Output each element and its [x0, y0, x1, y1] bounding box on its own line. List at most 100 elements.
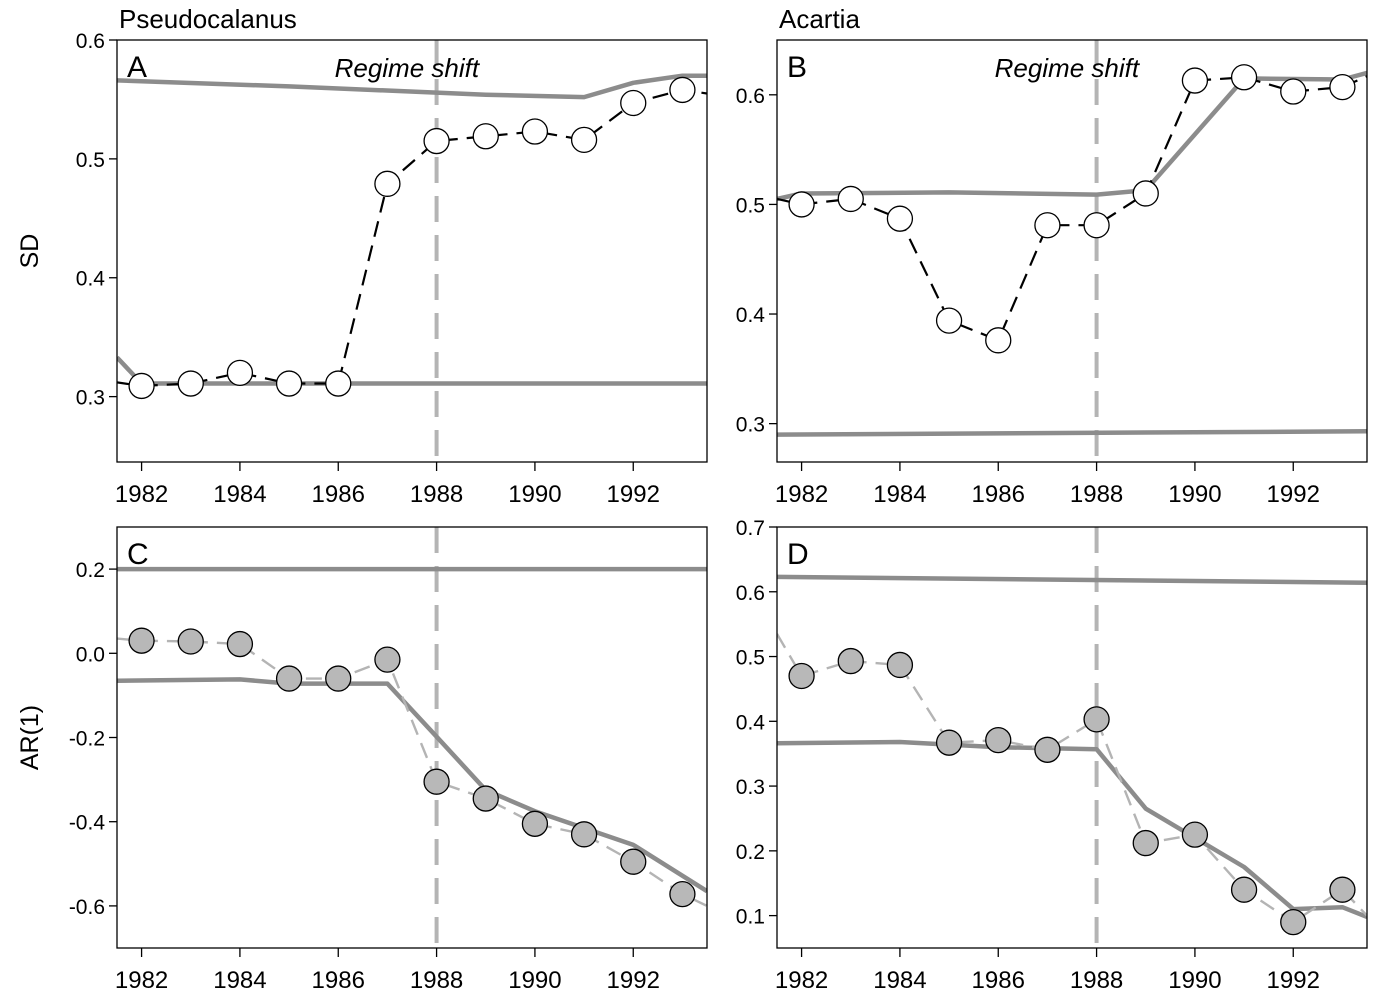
data-point	[521, 810, 549, 837]
x-tick-label: 1986	[312, 481, 365, 508]
x-tick-label: 1984	[213, 967, 266, 994]
panel-d: 1982 1984 1986 1988 1990 1992 0.1 0.2 0.3 0.4 0.5 0…	[736, 517, 1368, 994]
data-point	[788, 191, 815, 218]
data-point	[935, 729, 963, 756]
y-tick-label: 0.3	[76, 387, 105, 410]
y-tick-label: 0.4	[736, 711, 766, 734]
plot-frame	[776, 526, 1368, 949]
data-point	[226, 630, 254, 658]
x-tick-label: 1990	[508, 481, 561, 508]
y-axis-label: SD	[16, 234, 44, 269]
y-axis-label: AR(1)	[16, 705, 44, 770]
y-tick-label: 0.6	[736, 85, 765, 108]
series-line	[777, 75, 1367, 342]
data-point	[837, 647, 864, 675]
plot-area	[117, 40, 707, 462]
panel-letter: B	[787, 51, 807, 84]
data-point	[669, 880, 696, 908]
data-point	[275, 665, 303, 692]
data-point	[177, 628, 204, 655]
y-tick-label: 0.3	[736, 776, 765, 799]
series-line	[117, 88, 707, 387]
y-tick-label: 0.4	[736, 304, 766, 327]
data-point	[570, 821, 598, 848]
plot-frame	[116, 39, 708, 463]
plot-frame	[116, 526, 708, 949]
panel-title: Acartia	[779, 4, 860, 34]
y-tick-label: 0.7	[736, 517, 765, 540]
regime-shift-annotation: Regime shift	[995, 53, 1141, 83]
x-tick-label: 1982	[115, 967, 168, 994]
y-tick-label: -0.2	[69, 728, 105, 751]
data-point	[985, 327, 1012, 354]
panel-b: 1982 1984 1986 1988 1990 1992 0.3 0.4 0.5 0.6 B Aca…	[736, 4, 1368, 508]
x-tick-label: 1990	[508, 967, 561, 994]
data-point	[1181, 821, 1209, 848]
x-tick-label: 1986	[312, 967, 365, 994]
data-point	[788, 662, 815, 690]
data-point	[226, 359, 254, 386]
data-point	[1280, 908, 1307, 936]
data-point	[423, 127, 450, 155]
x-tick-label: 1984	[873, 481, 926, 508]
data-point	[1132, 180, 1159, 207]
data-point	[886, 651, 914, 679]
data-point	[521, 118, 549, 145]
plot-area	[777, 527, 1367, 948]
y-tick-label: 0.0	[76, 643, 105, 666]
y-tick-label: 0.2	[736, 841, 765, 864]
data-point	[423, 768, 450, 795]
x-tick-label: 1992	[607, 967, 660, 994]
data-point	[374, 170, 401, 197]
upper-envelope-line	[117, 73, 707, 100]
data-point	[1329, 876, 1356, 903]
data-point	[1034, 212, 1061, 239]
data-point	[1034, 736, 1061, 763]
data-point	[1132, 829, 1159, 857]
data-point	[325, 665, 352, 692]
data-point	[128, 627, 155, 654]
panel-letter: D	[787, 538, 809, 571]
data-point	[620, 89, 647, 117]
panel-c: 1982 1984 1986 1988 1990 1992 -0.6 -0.4 -0.2 0.0 0…	[16, 526, 708, 994]
x-tick-label: 1990	[1168, 481, 1221, 508]
panel-a: 1982 1984 1986 1988 1990 1992 0.3 0.4 0.5 0.6 A Pse…	[16, 4, 708, 508]
x-tick-label: 1992	[1267, 481, 1320, 508]
data-point	[985, 726, 1012, 754]
x-tick-label: 1982	[775, 481, 828, 508]
x-tick-label: 1988	[1070, 481, 1123, 508]
y-tick-label: -0.6	[69, 896, 105, 919]
y-tick-label: -0.4	[69, 812, 106, 835]
lower-envelope-line	[777, 739, 1367, 919]
data-point	[177, 370, 204, 397]
x-tick-label: 1988	[410, 967, 463, 994]
lower-envelope-line	[777, 429, 1367, 437]
data-point	[935, 307, 963, 334]
data-point	[620, 848, 647, 875]
y-tick-label: 0.6	[736, 582, 765, 605]
x-tick-label: 1992	[607, 481, 660, 508]
data-point	[325, 370, 352, 397]
x-tick-label: 1982	[115, 481, 168, 508]
panel-letter: A	[127, 51, 147, 84]
series-line	[777, 633, 1367, 924]
y-tick-label: 0.3	[736, 414, 765, 437]
y-tick-label: 0.4	[76, 268, 106, 291]
panel-letter: C	[127, 538, 149, 571]
plot-area	[117, 527, 707, 948]
x-tick-label: 1992	[1267, 967, 1320, 994]
x-tick-label: 1982	[775, 967, 828, 994]
data-point	[1329, 73, 1356, 101]
y-tick-label: 0.1	[736, 906, 765, 929]
x-tick-label: 1986	[972, 967, 1025, 994]
y-tick-label: 0.6	[76, 30, 105, 53]
y-tick-label: 0.5	[736, 194, 765, 217]
x-tick-label: 1988	[1070, 967, 1123, 994]
y-tick-label: 0.2	[76, 559, 105, 582]
x-tick-label: 1990	[1168, 967, 1221, 994]
regime-shift-annotation: Regime shift	[335, 53, 481, 83]
y-tick-label: 0.5	[76, 149, 105, 172]
upper-envelope-line	[777, 70, 1367, 202]
upper-envelope-line	[777, 574, 1367, 585]
